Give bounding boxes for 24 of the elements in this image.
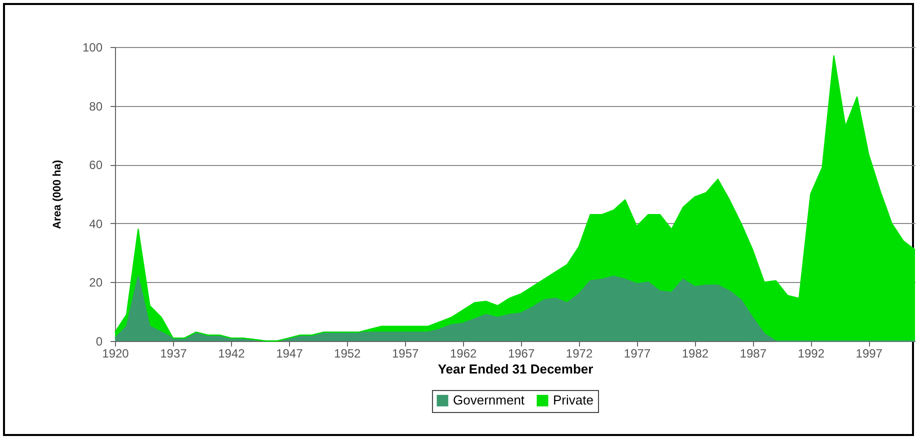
x-tick-label: 1962 <box>450 346 477 360</box>
x-tick-label: 1997 <box>856 346 883 360</box>
y-axis-title: Area (000 ha) <box>51 160 64 230</box>
y-tick-label: 100 <box>82 40 103 54</box>
x-tick-label: 1952 <box>334 346 362 360</box>
x-tick-label: 1957 <box>392 346 420 360</box>
y-tick-label: 40 <box>89 216 103 231</box>
legend-label: Government <box>453 392 525 408</box>
legend-label: Private <box>553 392 594 408</box>
x-tick-label: 1942 <box>218 346 246 360</box>
x-tick-label: 1982 <box>682 346 709 360</box>
x-tick-label: 1977 <box>624 346 651 360</box>
y-tick-label: 60 <box>89 158 103 172</box>
x-tick-label: 1992 <box>798 346 825 360</box>
x-tick-label: 1937 <box>160 346 188 360</box>
x-tick-label: 1920 <box>102 346 130 360</box>
x-tick-label: 1972 <box>566 346 593 360</box>
x-tick-label: 1987 <box>740 346 767 360</box>
x-tick-label: 1947 <box>276 346 304 360</box>
x-tick-label: 1967 <box>508 346 535 360</box>
y-tick-label: 0 <box>96 334 103 348</box>
y-tick-label: 80 <box>89 99 103 114</box>
y-tick-label: 20 <box>89 276 103 290</box>
x-axis-title: Year Ended 31 December <box>438 362 594 376</box>
